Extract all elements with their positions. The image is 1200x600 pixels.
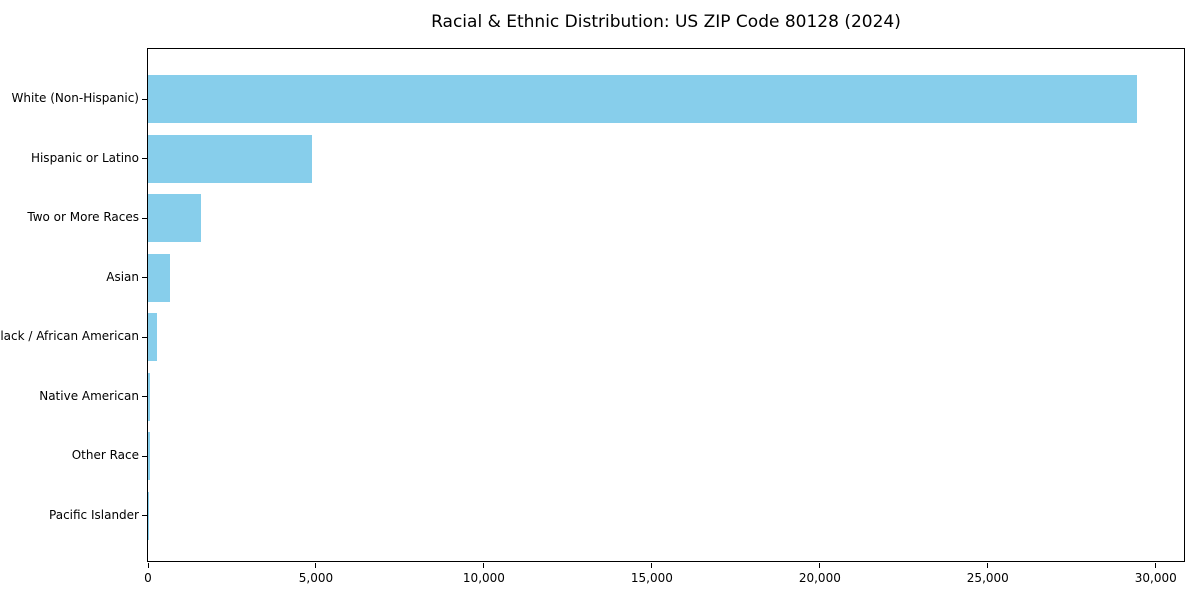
x-tick-label: 25,000: [966, 571, 1009, 585]
x-tick-mark: [819, 563, 821, 568]
bar: [148, 491, 149, 540]
y-tick-mark: [142, 396, 147, 398]
x-tick-mark: [1155, 563, 1157, 568]
chart-title: Racial & Ethnic Distribution: US ZIP Cod…: [431, 12, 901, 32]
y-axis-labels: White (Non-Hispanic) Hispanic or Latino Tw…: [0, 48, 139, 562]
x-tick-label: 15,000: [630, 571, 673, 585]
y-tick-label: Black / African American: [0, 329, 139, 344]
x-tick-mark: [483, 563, 485, 568]
y-tick-label: Other Race: [71, 448, 139, 463]
y-tick-label: Hispanic or Latino: [30, 150, 139, 165]
y-tick-mark: [142, 515, 147, 517]
plot-area: 0 5,000 10,000 15,000 20,000 25,000 30,000: [142, 48, 1185, 585]
x-tick-label: 20,000: [798, 571, 841, 585]
bar: [148, 372, 150, 421]
bar: [148, 194, 202, 243]
bar: [148, 75, 1137, 123]
y-tick-label: Two or More Races: [27, 210, 139, 225]
x-tick-label: 10,000: [462, 571, 505, 585]
bar: [148, 432, 150, 481]
bar: [148, 313, 157, 362]
x-tick-label: 0: [144, 571, 152, 585]
y-tick-mark: [142, 158, 147, 160]
y-tick-mark: [142, 336, 147, 338]
bar: [148, 134, 312, 183]
y-tick-label: White (Non-Hispanic): [11, 91, 139, 105]
y-tick-mark: [142, 98, 147, 100]
y-tick-label: Pacific Islander: [49, 507, 139, 522]
y-tick-mark: [142, 277, 147, 279]
y-tick-mark: [142, 217, 147, 219]
x-tick-mark: [651, 563, 653, 568]
x-tick-mark: [315, 563, 317, 568]
y-tick-label: Native American: [39, 388, 139, 403]
bar: [148, 253, 170, 302]
x-tick-label: 5,000: [298, 571, 334, 585]
x-tick-label: 30,000: [1134, 571, 1177, 585]
y-tick-label: Asian: [106, 269, 139, 284]
x-tick-mark: [147, 563, 149, 568]
x-tick-mark: [987, 563, 989, 568]
y-tick-mark: [142, 455, 147, 457]
